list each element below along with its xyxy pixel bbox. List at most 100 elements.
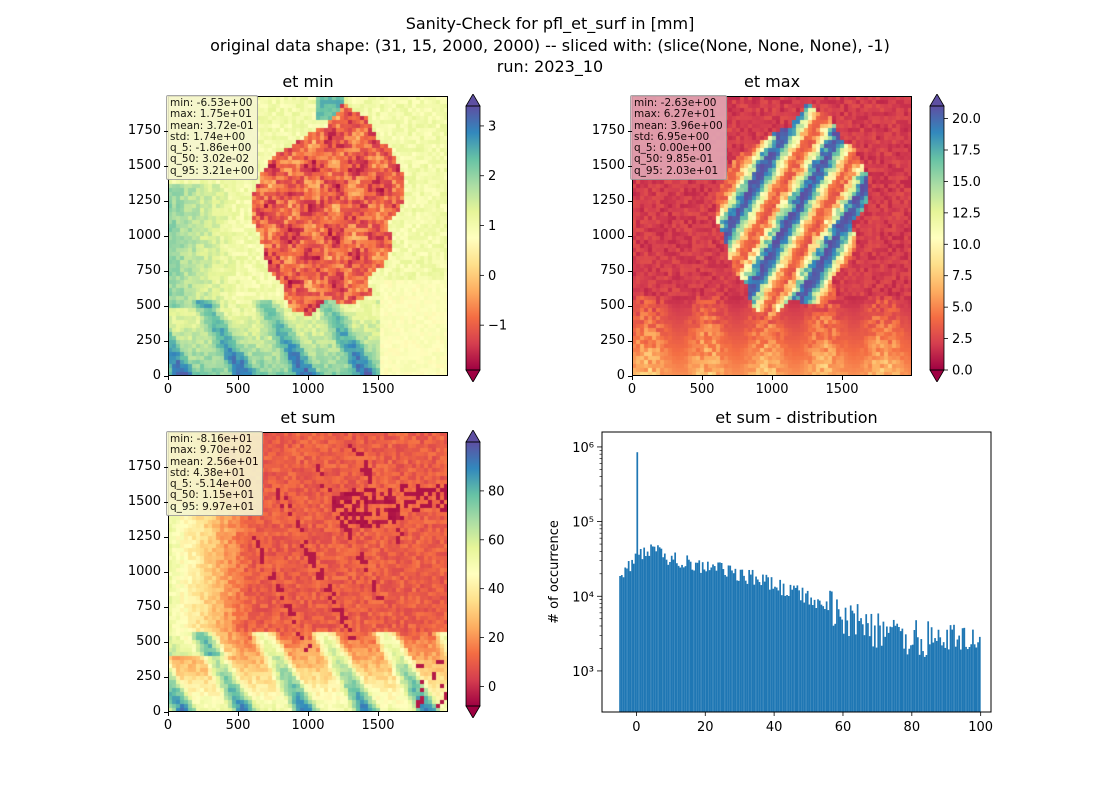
y-tick-label: 500 xyxy=(600,298,625,313)
histogram-bar xyxy=(629,571,632,712)
histogram-bar xyxy=(731,570,733,712)
histogram-bar xyxy=(865,614,868,712)
colorbar-tick-label: 40 xyxy=(488,582,505,597)
histogram-bar xyxy=(908,648,911,712)
histogram-bar xyxy=(676,563,678,712)
histogram-bar xyxy=(889,626,892,712)
x-tick-mark xyxy=(377,376,379,380)
histogram-bar xyxy=(732,573,735,712)
stat-line: q_50: 1.15e+01 xyxy=(170,489,255,502)
histogram-bar xyxy=(841,619,843,712)
histogram-bar xyxy=(734,568,737,712)
y-tick-mark xyxy=(164,466,168,468)
histogram-bar xyxy=(918,654,921,712)
histogram-bar xyxy=(743,575,745,712)
x-tick-mark xyxy=(237,712,239,716)
stat-line: std: 1.74e+00 xyxy=(170,130,246,143)
histogram-bar xyxy=(803,602,806,712)
histogram-bar xyxy=(746,583,749,712)
histogram-bar xyxy=(701,562,704,712)
histogram-bar xyxy=(626,568,628,712)
histogram-bar xyxy=(665,559,668,712)
stat-line: q_95: 3.21e+00 xyxy=(170,164,255,177)
histogram-bar xyxy=(913,630,916,712)
x-tick-label: 0 xyxy=(163,382,173,397)
x-tick-mark xyxy=(237,376,239,380)
y-tick-label: 1000 xyxy=(127,228,161,243)
histogram-bar xyxy=(973,644,976,712)
y-tick-mark xyxy=(628,200,632,202)
histogram-bar xyxy=(911,644,914,712)
histogram-bar xyxy=(810,597,812,712)
histogram-bar xyxy=(755,576,757,712)
histogram-bar xyxy=(879,625,881,712)
y-tick-mark xyxy=(164,305,168,307)
colorbar-tick-label: 2.5 xyxy=(952,332,973,347)
histogram-bar xyxy=(868,636,871,712)
histogram-bar xyxy=(720,563,723,712)
histogram-bar xyxy=(937,629,940,712)
y-tick-mark xyxy=(164,130,168,132)
histogram-title: et sum - distribution xyxy=(715,408,878,427)
y-tick-mark xyxy=(164,501,168,503)
histogram-bar xyxy=(972,629,974,712)
histogram-bar xyxy=(725,576,728,712)
histogram-bar xyxy=(634,553,637,712)
colorbar-tick-label: 60 xyxy=(488,533,505,548)
histogram-bar xyxy=(758,582,761,712)
histogram-bar xyxy=(787,595,790,712)
y-tick-mark xyxy=(628,375,632,377)
x-tick-mark xyxy=(771,376,773,380)
histogram-bar xyxy=(688,559,690,712)
x-tick-label: 20 xyxy=(697,720,714,735)
histogram-bar xyxy=(975,647,978,712)
y-tick-label: 1250 xyxy=(127,193,161,208)
x-tick-mark xyxy=(701,376,703,380)
x-tick-label: 40 xyxy=(766,720,783,735)
stat-line: min: -6.53e+00 xyxy=(170,97,253,109)
y-tick-label: 1250 xyxy=(591,193,625,208)
histogram-bar xyxy=(674,552,677,712)
histogram-bar xyxy=(784,595,787,712)
histogram-bar xyxy=(960,649,962,712)
y-tick-mark xyxy=(628,270,632,272)
histogram-bar xyxy=(801,587,804,712)
histogram-bar xyxy=(822,606,825,712)
histogram-bar xyxy=(970,644,973,712)
histogram-bar xyxy=(929,644,931,712)
y-tick-mark xyxy=(164,536,168,538)
histogram-bar xyxy=(756,579,759,712)
colorbar-tick-label: 17.5 xyxy=(952,144,981,159)
histogram-bar xyxy=(636,452,639,712)
histogram-bar xyxy=(655,551,658,712)
histogram-bar xyxy=(825,601,828,712)
histogram-bar xyxy=(887,632,890,712)
histogram-bar xyxy=(796,585,799,712)
histogram-bar xyxy=(627,561,630,712)
histogram-bar xyxy=(867,623,869,712)
histogram-bar xyxy=(691,569,694,712)
y-tick-mark xyxy=(628,305,632,307)
colorbar-tick-label: 15.0 xyxy=(952,175,981,190)
histogram-bar xyxy=(641,559,644,712)
histogram-bar xyxy=(750,574,752,712)
histogram-bar xyxy=(903,648,905,712)
y-tick-label: 1000 xyxy=(127,564,161,579)
et-min-stats-box: min: -6.53e+00 max: 1.75e+01 mean: 3.72e-0… xyxy=(166,95,259,181)
histogram-bar xyxy=(722,569,725,712)
histogram-bar xyxy=(813,599,816,712)
histogram-bar xyxy=(712,564,714,712)
histogram-bar xyxy=(946,629,948,712)
histogram-bar xyxy=(875,647,878,712)
y-tick-label: 1750 xyxy=(591,123,625,138)
histogram-bar xyxy=(677,565,680,712)
histogram-bar xyxy=(932,642,935,712)
histogram-bar xyxy=(651,546,654,712)
x-tick-mark xyxy=(167,712,169,716)
y-tick-mark xyxy=(628,130,632,132)
x-tick-label: 1000 xyxy=(755,382,789,397)
stat-line: max: 1.75e+01 xyxy=(170,108,252,121)
histogram-bar xyxy=(638,554,640,712)
histogram-chart: 0 20 40 60 80 100 10³ 10⁴ 10⁵ 10⁶ # of occurrence xyxy=(547,431,993,735)
stat-line: q_50: 9.85e-01 xyxy=(634,153,714,166)
